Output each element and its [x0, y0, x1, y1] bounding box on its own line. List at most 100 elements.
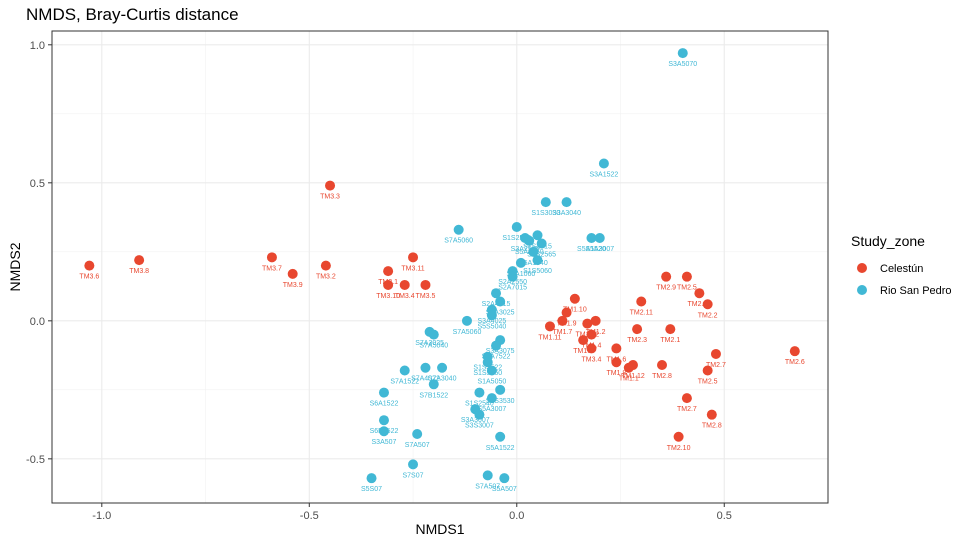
data-point [320, 260, 331, 271]
point-label: S5S5040 [477, 323, 506, 330]
data-point [399, 279, 410, 290]
point-label: S3A3040 [552, 210, 581, 217]
point-label: TM2.12 [687, 301, 711, 308]
data-point [486, 310, 497, 321]
point-label: S5A1520 [577, 246, 606, 253]
point-label: TM2.8 [652, 373, 672, 380]
point-label: S5A1540 [519, 260, 548, 267]
data-point [636, 296, 647, 307]
data-point [134, 255, 145, 266]
data-point [710, 348, 721, 359]
point-label: TM2.5 [698, 379, 718, 386]
data-point [378, 426, 389, 437]
data-point [486, 393, 497, 404]
data-point [677, 48, 688, 59]
data-point [673, 431, 684, 442]
data-point [486, 365, 497, 376]
point-label: S7B1522 [419, 392, 448, 399]
data-point [681, 393, 692, 404]
x-axis-title: NMDS1 [415, 521, 464, 537]
legend-key [857, 263, 867, 273]
point-label: TM3.10 [376, 293, 400, 300]
point-label: S7A4022 [411, 376, 440, 383]
plot-panel: TM3.6TM3.8TM3.7TM3.9TM3.2TM3.3TM3.1TM3.1… [51, 30, 829, 504]
point-label: S1S5060 [473, 370, 502, 377]
data-point [420, 279, 431, 290]
x-tick-label: -0.5 [300, 510, 319, 522]
point-label: TM3.6 [79, 274, 99, 281]
x-tick-label: 0.0 [509, 510, 524, 522]
x-tick-label: -1.0 [92, 510, 111, 522]
data-point [511, 221, 522, 232]
point-label: TM2.7 [677, 406, 697, 413]
data-point [657, 359, 668, 370]
point-label: TM2.10 [667, 445, 691, 452]
data-point [420, 362, 431, 373]
legend-label: Celestún [880, 263, 923, 275]
data-point [495, 384, 506, 395]
data-point [461, 315, 472, 326]
point-label: S1S2540 [465, 401, 494, 408]
data-point [412, 428, 423, 439]
x-tick-label: 0.5 [717, 510, 732, 522]
y-tick-label: -0.5 [26, 454, 45, 466]
point-label: TM1.10 [563, 307, 587, 314]
point-label: S7A3025 [415, 340, 444, 347]
data-point [491, 288, 502, 299]
point-label: S3A3075 [486, 348, 515, 355]
point-label: TM2.8 [702, 423, 722, 430]
point-label: TM2.7 [706, 362, 726, 369]
point-label: S5A3007 [477, 406, 506, 413]
data-point [632, 324, 643, 335]
data-point [491, 340, 502, 351]
point-label: TM3.7 [262, 265, 282, 272]
data-point [557, 315, 568, 326]
data-point [789, 346, 800, 357]
y-tick-label: 0.5 [30, 178, 45, 190]
data-point [528, 246, 539, 257]
point-label: S1S2565 [527, 252, 556, 259]
data-point [611, 357, 622, 368]
point-label: TM1.5 [573, 348, 593, 355]
data-point [408, 459, 419, 470]
data-point [681, 271, 692, 282]
data-point [428, 329, 439, 340]
point-label: TM1.12 [621, 373, 645, 380]
legend-title: Study_zone [851, 233, 925, 249]
data-point [598, 158, 609, 169]
data-point [561, 307, 572, 318]
point-label: TM1.7 [552, 329, 572, 336]
data-point [594, 233, 605, 244]
point-label: TM2.6 [785, 359, 805, 366]
point-label: S3S3007 [465, 423, 494, 430]
point-label: S3A3025 [486, 310, 515, 317]
data-point [540, 197, 551, 208]
point-label: S1S5060 [523, 268, 552, 275]
plot-border [51, 30, 829, 504]
data-point [694, 288, 705, 299]
point-label: S5A3007 [585, 246, 614, 253]
data-point [383, 266, 394, 277]
data-point [474, 387, 485, 398]
data-point [627, 359, 638, 370]
point-label: TM1.11 [538, 334, 561, 341]
y-tick-label: 1.0 [30, 40, 45, 52]
point-label: TM1.9 [557, 321, 577, 328]
data-point [544, 321, 555, 332]
data-point [507, 271, 518, 282]
data-point [84, 260, 95, 271]
data-point [495, 296, 506, 307]
point-label: S1S2015 [523, 243, 552, 250]
data-point [586, 343, 597, 354]
data-point [325, 180, 336, 191]
data-point [561, 197, 572, 208]
point-label: S7A5060 [453, 329, 482, 336]
point-label: TM3.3 [320, 194, 340, 201]
data-point [482, 357, 493, 368]
point-label: TM2.2 [698, 312, 718, 319]
legend-entries: Celestún Rio San Pedro [857, 263, 952, 297]
point-label: S7A3040 [428, 376, 457, 383]
point-label: TM3.4 [395, 293, 415, 300]
data-point [499, 473, 510, 484]
point-label: S5A7522 [482, 354, 511, 361]
